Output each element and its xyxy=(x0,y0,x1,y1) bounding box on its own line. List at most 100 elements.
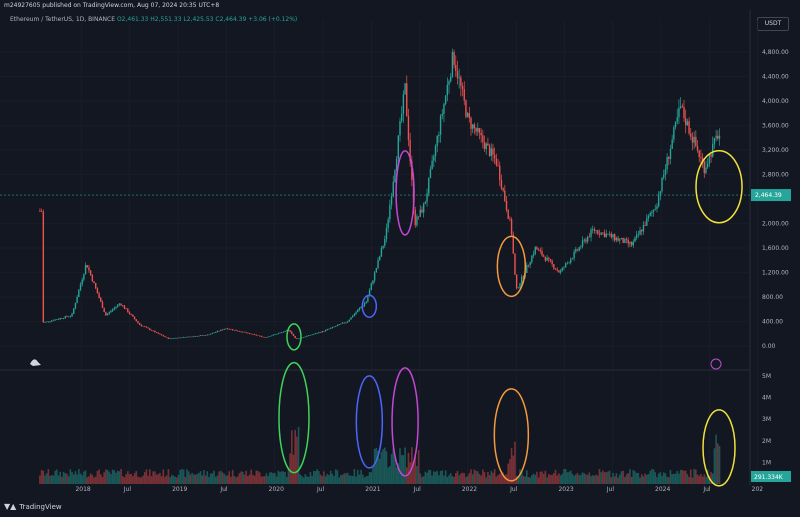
volume-tick-label: 1M xyxy=(762,459,771,466)
candle-body xyxy=(504,190,506,201)
candle-body xyxy=(103,307,105,313)
volume-bar xyxy=(150,476,153,484)
candle-body xyxy=(500,180,503,189)
time-tick-label: Jul xyxy=(123,486,132,493)
candle-body xyxy=(635,234,638,238)
green-price-highlight xyxy=(286,323,302,351)
volume-bar xyxy=(576,473,579,484)
candle-body xyxy=(390,196,393,205)
volume-bar xyxy=(277,470,280,484)
volume-bar xyxy=(534,474,537,484)
candle-body xyxy=(414,210,416,226)
candle-body xyxy=(318,332,320,334)
volume-bar xyxy=(189,474,192,484)
candle-body xyxy=(78,289,80,297)
volume-bar xyxy=(632,470,635,484)
candle-body xyxy=(230,329,232,330)
volume-bar xyxy=(311,475,313,484)
volume-bar xyxy=(404,447,406,484)
volume-tick-label: 5M xyxy=(762,373,771,380)
candle-body xyxy=(480,132,482,136)
volume-bar xyxy=(642,476,645,484)
volume-bar xyxy=(674,473,677,484)
volume-bar xyxy=(569,470,572,484)
volume-bar xyxy=(510,448,513,484)
candle-body xyxy=(542,255,545,257)
volume-bar xyxy=(220,470,222,484)
candle-body xyxy=(705,167,707,174)
volume-bar xyxy=(603,472,606,484)
candle-body xyxy=(548,257,550,260)
candle-body xyxy=(695,136,697,147)
volume-bar xyxy=(698,475,701,484)
candle-body xyxy=(206,334,208,336)
volume-bar xyxy=(652,469,655,484)
candle-body xyxy=(336,325,339,327)
volume-bar xyxy=(373,448,376,484)
candle-body xyxy=(314,333,317,334)
candle-body xyxy=(556,269,558,271)
candle-body xyxy=(426,193,428,202)
volume-bar xyxy=(170,474,173,484)
blue-volume-highlight xyxy=(355,375,384,469)
candle-body xyxy=(416,216,418,226)
candle-body xyxy=(358,308,361,310)
candle-body xyxy=(580,246,582,248)
candle-body xyxy=(350,317,352,320)
volume-bar xyxy=(710,472,712,484)
volume-bar xyxy=(99,474,102,484)
volume-bar xyxy=(693,469,695,484)
candle-body xyxy=(554,268,557,270)
candle-body xyxy=(340,323,342,325)
volume-bar xyxy=(74,471,77,484)
volume-bar xyxy=(438,475,440,484)
candle-body xyxy=(679,106,682,108)
candle-body xyxy=(461,85,464,90)
candle-body xyxy=(424,201,427,204)
candle-body xyxy=(96,288,99,294)
volume-bar xyxy=(700,473,702,484)
volume-bar xyxy=(309,471,312,484)
candle-body xyxy=(411,161,413,181)
volume-bar xyxy=(272,473,275,484)
candle-body xyxy=(245,332,247,333)
price-tick-label: 1,600.00 xyxy=(762,245,789,252)
current-price-tag xyxy=(751,189,791,202)
volume-bar xyxy=(627,473,630,484)
volume-bar xyxy=(125,474,127,484)
volume-bar xyxy=(448,475,450,484)
candle-body xyxy=(62,318,65,319)
volume-bar xyxy=(395,467,398,484)
volume-bar xyxy=(142,475,144,484)
volume-bar xyxy=(89,473,92,484)
candle-body xyxy=(553,264,555,269)
candle-body xyxy=(209,333,212,335)
candle-body xyxy=(717,135,719,139)
candle-body xyxy=(120,303,122,306)
candle-body xyxy=(688,121,690,134)
candle-body xyxy=(605,233,607,238)
candle-body xyxy=(137,321,139,324)
candle-body xyxy=(164,336,166,338)
volume-bar xyxy=(551,474,553,484)
candle-body xyxy=(619,239,621,241)
volume-bar xyxy=(454,473,457,484)
candle-body xyxy=(397,135,400,159)
candle-body xyxy=(428,178,430,194)
candle-body xyxy=(475,128,477,132)
candle-body xyxy=(663,174,665,178)
candle-body xyxy=(612,234,614,238)
volume-bar xyxy=(238,473,241,484)
candle-body xyxy=(61,318,63,319)
volume-bar xyxy=(718,446,721,484)
candle-body xyxy=(514,253,516,275)
candle-body xyxy=(221,329,224,331)
volume-bar xyxy=(79,473,82,484)
candle-body xyxy=(622,238,624,243)
volume-bar xyxy=(502,472,504,484)
volume-bar xyxy=(610,477,613,484)
volume-bar xyxy=(389,466,391,484)
candle-body xyxy=(595,230,597,231)
candle-body xyxy=(363,303,366,306)
